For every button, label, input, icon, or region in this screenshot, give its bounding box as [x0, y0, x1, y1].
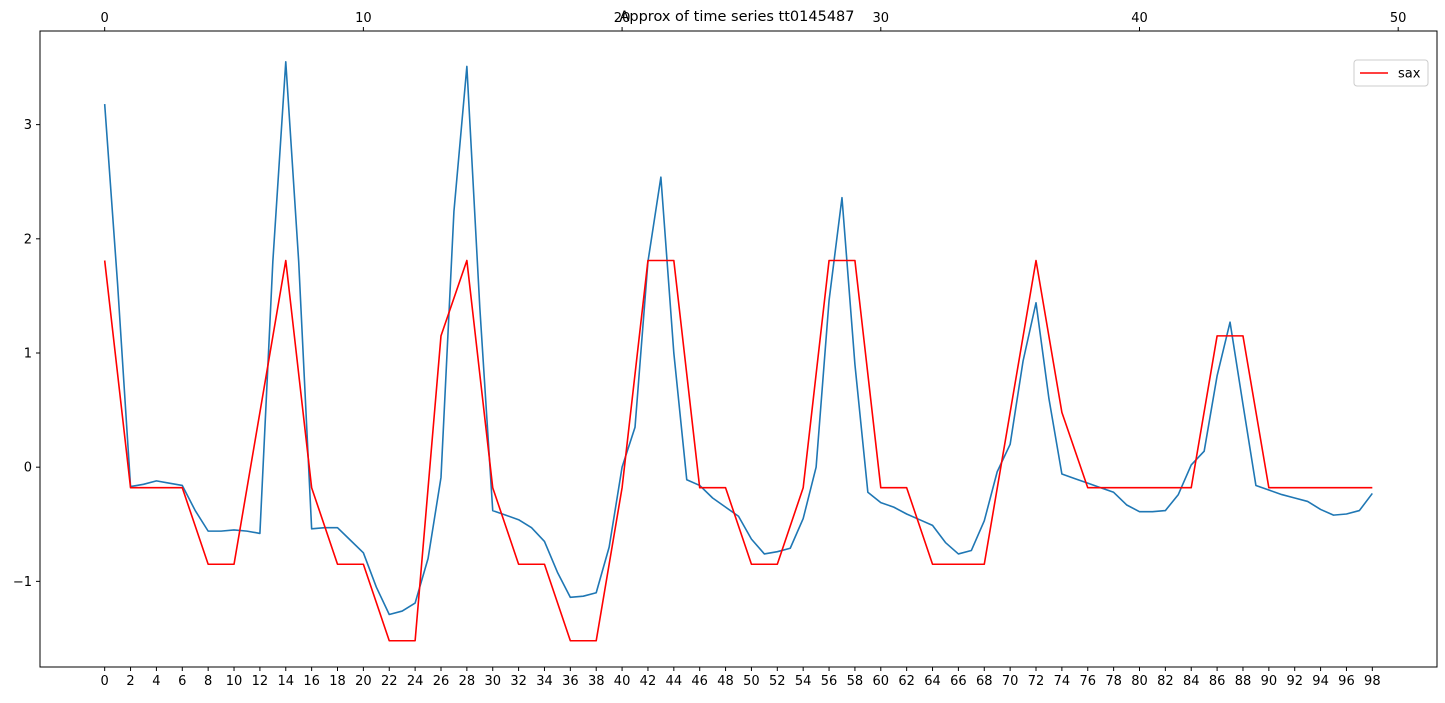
x-tick-label-bottom: 92 — [1286, 674, 1303, 689]
x-tick-label-bottom: 32 — [510, 674, 527, 689]
x-tick-label-bottom: 82 — [1157, 674, 1174, 689]
x-tick-label-bottom: 12 — [252, 674, 269, 689]
x-tick-label-bottom: 20 — [355, 674, 372, 689]
x-tick-label-bottom: 78 — [1105, 674, 1122, 689]
legend-box — [1353, 59, 1429, 87]
x-tick-label-bottom: 48 — [717, 674, 734, 689]
x-tick-label-bottom: 84 — [1183, 674, 1200, 689]
x-tick-label-bottom: 88 — [1235, 674, 1252, 689]
x-tick-label-bottom: 14 — [277, 674, 294, 689]
x-tick-label-bottom: 16 — [303, 674, 320, 689]
x-tick-label-bottom: 64 — [924, 674, 941, 689]
x-tick-label-top: 10 — [355, 11, 372, 26]
x-tick-label-bottom: 66 — [950, 674, 967, 689]
x-tick-label-top: 50 — [1390, 11, 1407, 26]
y-tick-label: 0 — [24, 461, 32, 476]
x-tick-label-bottom: 74 — [1054, 674, 1071, 689]
x-tick-label-bottom: 86 — [1209, 674, 1226, 689]
plot-area — [103, 61, 1373, 642]
x-tick-label-top: 40 — [1131, 11, 1148, 26]
x-tick-label-bottom: 4 — [152, 674, 160, 689]
y-tick-label: 3 — [24, 118, 32, 133]
plot-frame — [39, 30, 1438, 668]
x-tick-label-bottom: 2 — [126, 674, 134, 689]
x-tick-label-bottom: 28 — [459, 674, 476, 689]
x-tick-label-bottom: 36 — [562, 674, 579, 689]
x-tick-label-bottom: 58 — [847, 674, 864, 689]
x-tick-label-bottom: 18 — [329, 674, 346, 689]
x-tick-label-bottom: 90 — [1261, 674, 1278, 689]
x-tick-label-bottom: 40 — [614, 674, 631, 689]
x-tick-label-top: 30 — [873, 11, 890, 26]
x-tick-label-top: 20 — [614, 11, 631, 26]
x-tick-label-bottom: 52 — [769, 674, 786, 689]
x-tick-label-bottom: 96 — [1338, 674, 1355, 689]
x-tick-label-bottom: 76 — [1079, 674, 1096, 689]
x-tick-label-bottom: 68 — [976, 674, 993, 689]
x-tick-label-bottom: 56 — [821, 674, 838, 689]
series-line-sax — [103, 259, 1373, 642]
x-tick-label-bottom: 24 — [407, 674, 424, 689]
x-tick-label-bottom: 30 — [484, 674, 501, 689]
x-tick-label-bottom: 10 — [226, 674, 243, 689]
x-tick-label-bottom: 54 — [795, 674, 812, 689]
axes: 0 2 4 6 8 10 12 14 16 18 20 22 24 26 28 30 32 34 36 38 40 42 4… — [13, 11, 1438, 689]
y-tick-label: 1 — [24, 346, 32, 361]
x-tick-label-bottom: 22 — [381, 674, 398, 689]
series-line-1 — [103, 61, 1373, 616]
x-tick-label-bottom: 38 — [588, 674, 605, 689]
x-tick-label-top: 0 — [101, 11, 109, 26]
x-tick-label-bottom: 46 — [691, 674, 708, 689]
x-tick-label-bottom: 44 — [666, 674, 683, 689]
x-tick-label-bottom: 26 — [433, 674, 450, 689]
x-tick-label-bottom: 42 — [640, 674, 657, 689]
y-tick-label: 2 — [24, 232, 32, 247]
x-tick-label-bottom: 6 — [178, 674, 186, 689]
x-tick-label-bottom: 70 — [1002, 674, 1019, 689]
x-tick-label-bottom: 0 — [101, 674, 109, 689]
legend-label-sax: sax — [1398, 67, 1421, 82]
chart-title: Approx of time series tt0145487 — [619, 9, 854, 25]
x-tick-label-bottom: 50 — [743, 674, 760, 689]
x-tick-label-bottom: 34 — [536, 674, 553, 689]
x-tick-label-bottom: 8 — [204, 674, 212, 689]
x-tick-label-bottom: 94 — [1312, 674, 1329, 689]
x-tick-label-bottom: 80 — [1131, 674, 1148, 689]
y-tick-label: −1 — [13, 575, 32, 590]
x-tick-label-bottom: 60 — [873, 674, 890, 689]
legend: sax — [1353, 59, 1429, 87]
x-tick-label-bottom: 72 — [1028, 674, 1045, 689]
x-tick-label-bottom: 98 — [1364, 674, 1381, 689]
x-tick-label-bottom: 62 — [898, 674, 915, 689]
